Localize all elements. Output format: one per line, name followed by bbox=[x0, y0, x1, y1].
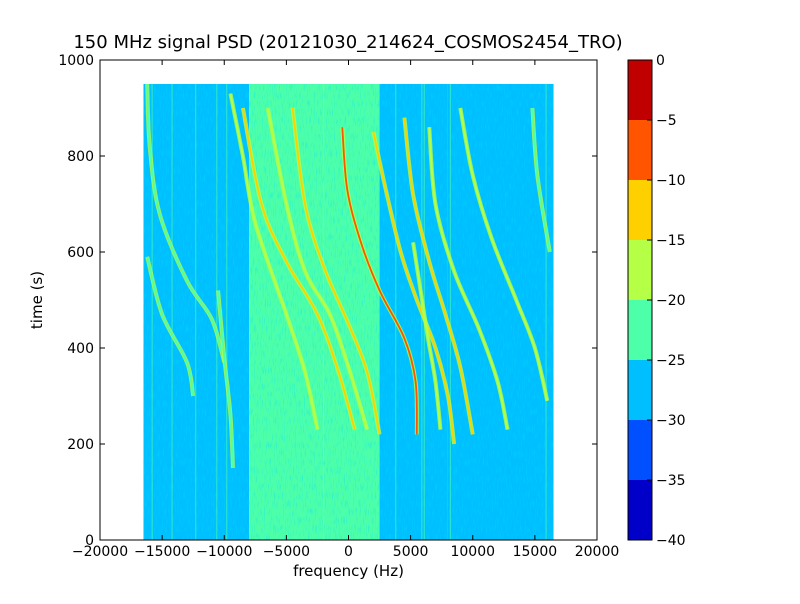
doppler-trace bbox=[217, 290, 234, 469]
plot-area bbox=[99, 59, 598, 541]
colorbar-tick-label: −15 bbox=[656, 233, 686, 249]
doppler-trace bbox=[459, 107, 549, 402]
x-tick-label: 5000 bbox=[393, 544, 429, 560]
x-axis: −20000 −15000 −10000 −5000 0 5000 10000 15000 20… bbox=[72, 60, 619, 560]
doppler-trace bbox=[291, 107, 381, 435]
colorbar: 0 −5 −10 −15 −20 −25 −30 −35 −40 bbox=[627, 53, 686, 549]
x-tick-label: 15000 bbox=[513, 544, 558, 560]
doppler-trace bbox=[266, 107, 369, 430]
y-axis-label: time (s) bbox=[28, 271, 46, 329]
x-tick-label: −15000 bbox=[134, 544, 190, 560]
colorbar-segment bbox=[628, 480, 652, 540]
x-tick-label: −20000 bbox=[72, 544, 128, 560]
doppler-trace bbox=[403, 117, 474, 435]
x-tick-label: 20000 bbox=[575, 544, 620, 560]
colorbar-segment bbox=[628, 300, 652, 360]
colorbar-tick-label: −35 bbox=[656, 473, 686, 489]
doppler-trace bbox=[531, 107, 551, 253]
doppler-trace bbox=[229, 93, 319, 430]
spectrogram-data bbox=[143, 83, 554, 540]
doppler-trace bbox=[341, 127, 418, 435]
doppler-trace bbox=[146, 83, 226, 363]
x-tick-label: −5000 bbox=[263, 544, 310, 560]
colorbar-tick-label: −10 bbox=[656, 173, 686, 189]
noise-texture bbox=[143, 84, 554, 540]
colorbar-tick-label: −25 bbox=[656, 353, 686, 369]
colorbar-segment bbox=[628, 360, 652, 420]
colorbar-segment bbox=[628, 240, 652, 300]
y-tick-label: 200 bbox=[67, 437, 94, 453]
doppler-trace bbox=[412, 242, 442, 430]
colorbar-tick-label: 0 bbox=[656, 53, 665, 69]
doppler-trace bbox=[372, 131, 456, 445]
x-tick-label: 0 bbox=[344, 544, 353, 560]
colorbar-segment bbox=[628, 180, 652, 240]
y-axis: 0 200 400 600 800 1000 bbox=[58, 53, 597, 549]
y-tick-label: 1000 bbox=[58, 53, 94, 69]
doppler-trace bbox=[242, 107, 356, 430]
colorbar-tick-label: −5 bbox=[656, 113, 677, 129]
y-tick-label: 400 bbox=[67, 341, 94, 357]
colorbar-tick-label: −40 bbox=[656, 533, 686, 549]
y-tick-label: 0 bbox=[85, 533, 94, 549]
doppler-trace bbox=[146, 256, 195, 397]
x-tick-label: 10000 bbox=[450, 544, 495, 560]
colorbar-segment bbox=[628, 120, 652, 180]
doppler-trace bbox=[428, 127, 509, 430]
x-tick-label: −10000 bbox=[196, 544, 252, 560]
y-tick-label: 800 bbox=[67, 149, 94, 165]
chart-title: 150 MHz signal PSD (20121030_214624_COSM… bbox=[73, 32, 622, 53]
colorbar-segment bbox=[628, 60, 652, 120]
colorbar-tick-label: −20 bbox=[656, 293, 686, 309]
x-axis-label: frequency (Hz) bbox=[293, 562, 404, 580]
colorbar-tick-label: −30 bbox=[656, 413, 686, 429]
y-tick-label: 600 bbox=[67, 245, 94, 261]
colorbar-segment bbox=[628, 420, 652, 480]
